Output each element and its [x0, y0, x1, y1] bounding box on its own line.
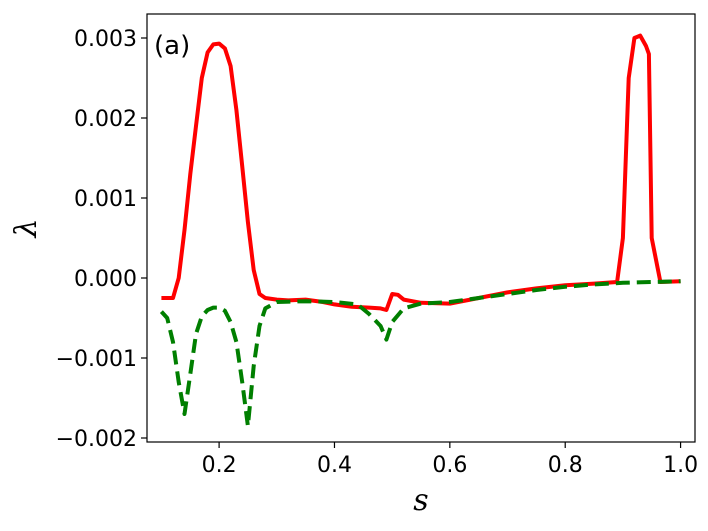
panel-label: (a) [154, 31, 190, 61]
y-tick-label: 0.002 [74, 107, 137, 132]
plot-frame [146, 13, 696, 443]
series-2-line [159, 279, 681, 428]
x-axis-label: s [413, 483, 428, 518]
y-tick-label: −0.001 [56, 347, 137, 372]
x-tick-label: 0.2 [202, 453, 237, 478]
y-tick-label: 0.003 [74, 27, 137, 52]
x-tick-label: 1.0 [663, 453, 698, 478]
ticks-layer: 0.2 0.4 0.6 0.8 1.0 −0.002 −0.001 0.000 0.001 0.0… [56, 27, 699, 478]
y-tick-label: −0.002 [56, 427, 137, 452]
x-tick-label: 0.8 [548, 453, 583, 478]
series-layer [159, 33, 681, 428]
x-tick-label: 0.4 [317, 453, 352, 478]
series-1-line [161, 33, 681, 312]
y-tick-label: 0.001 [74, 187, 137, 212]
x-tick-label: 0.6 [432, 453, 467, 478]
y-tick-label: 0.000 [74, 267, 137, 292]
y-axis-label: λ [9, 218, 44, 238]
